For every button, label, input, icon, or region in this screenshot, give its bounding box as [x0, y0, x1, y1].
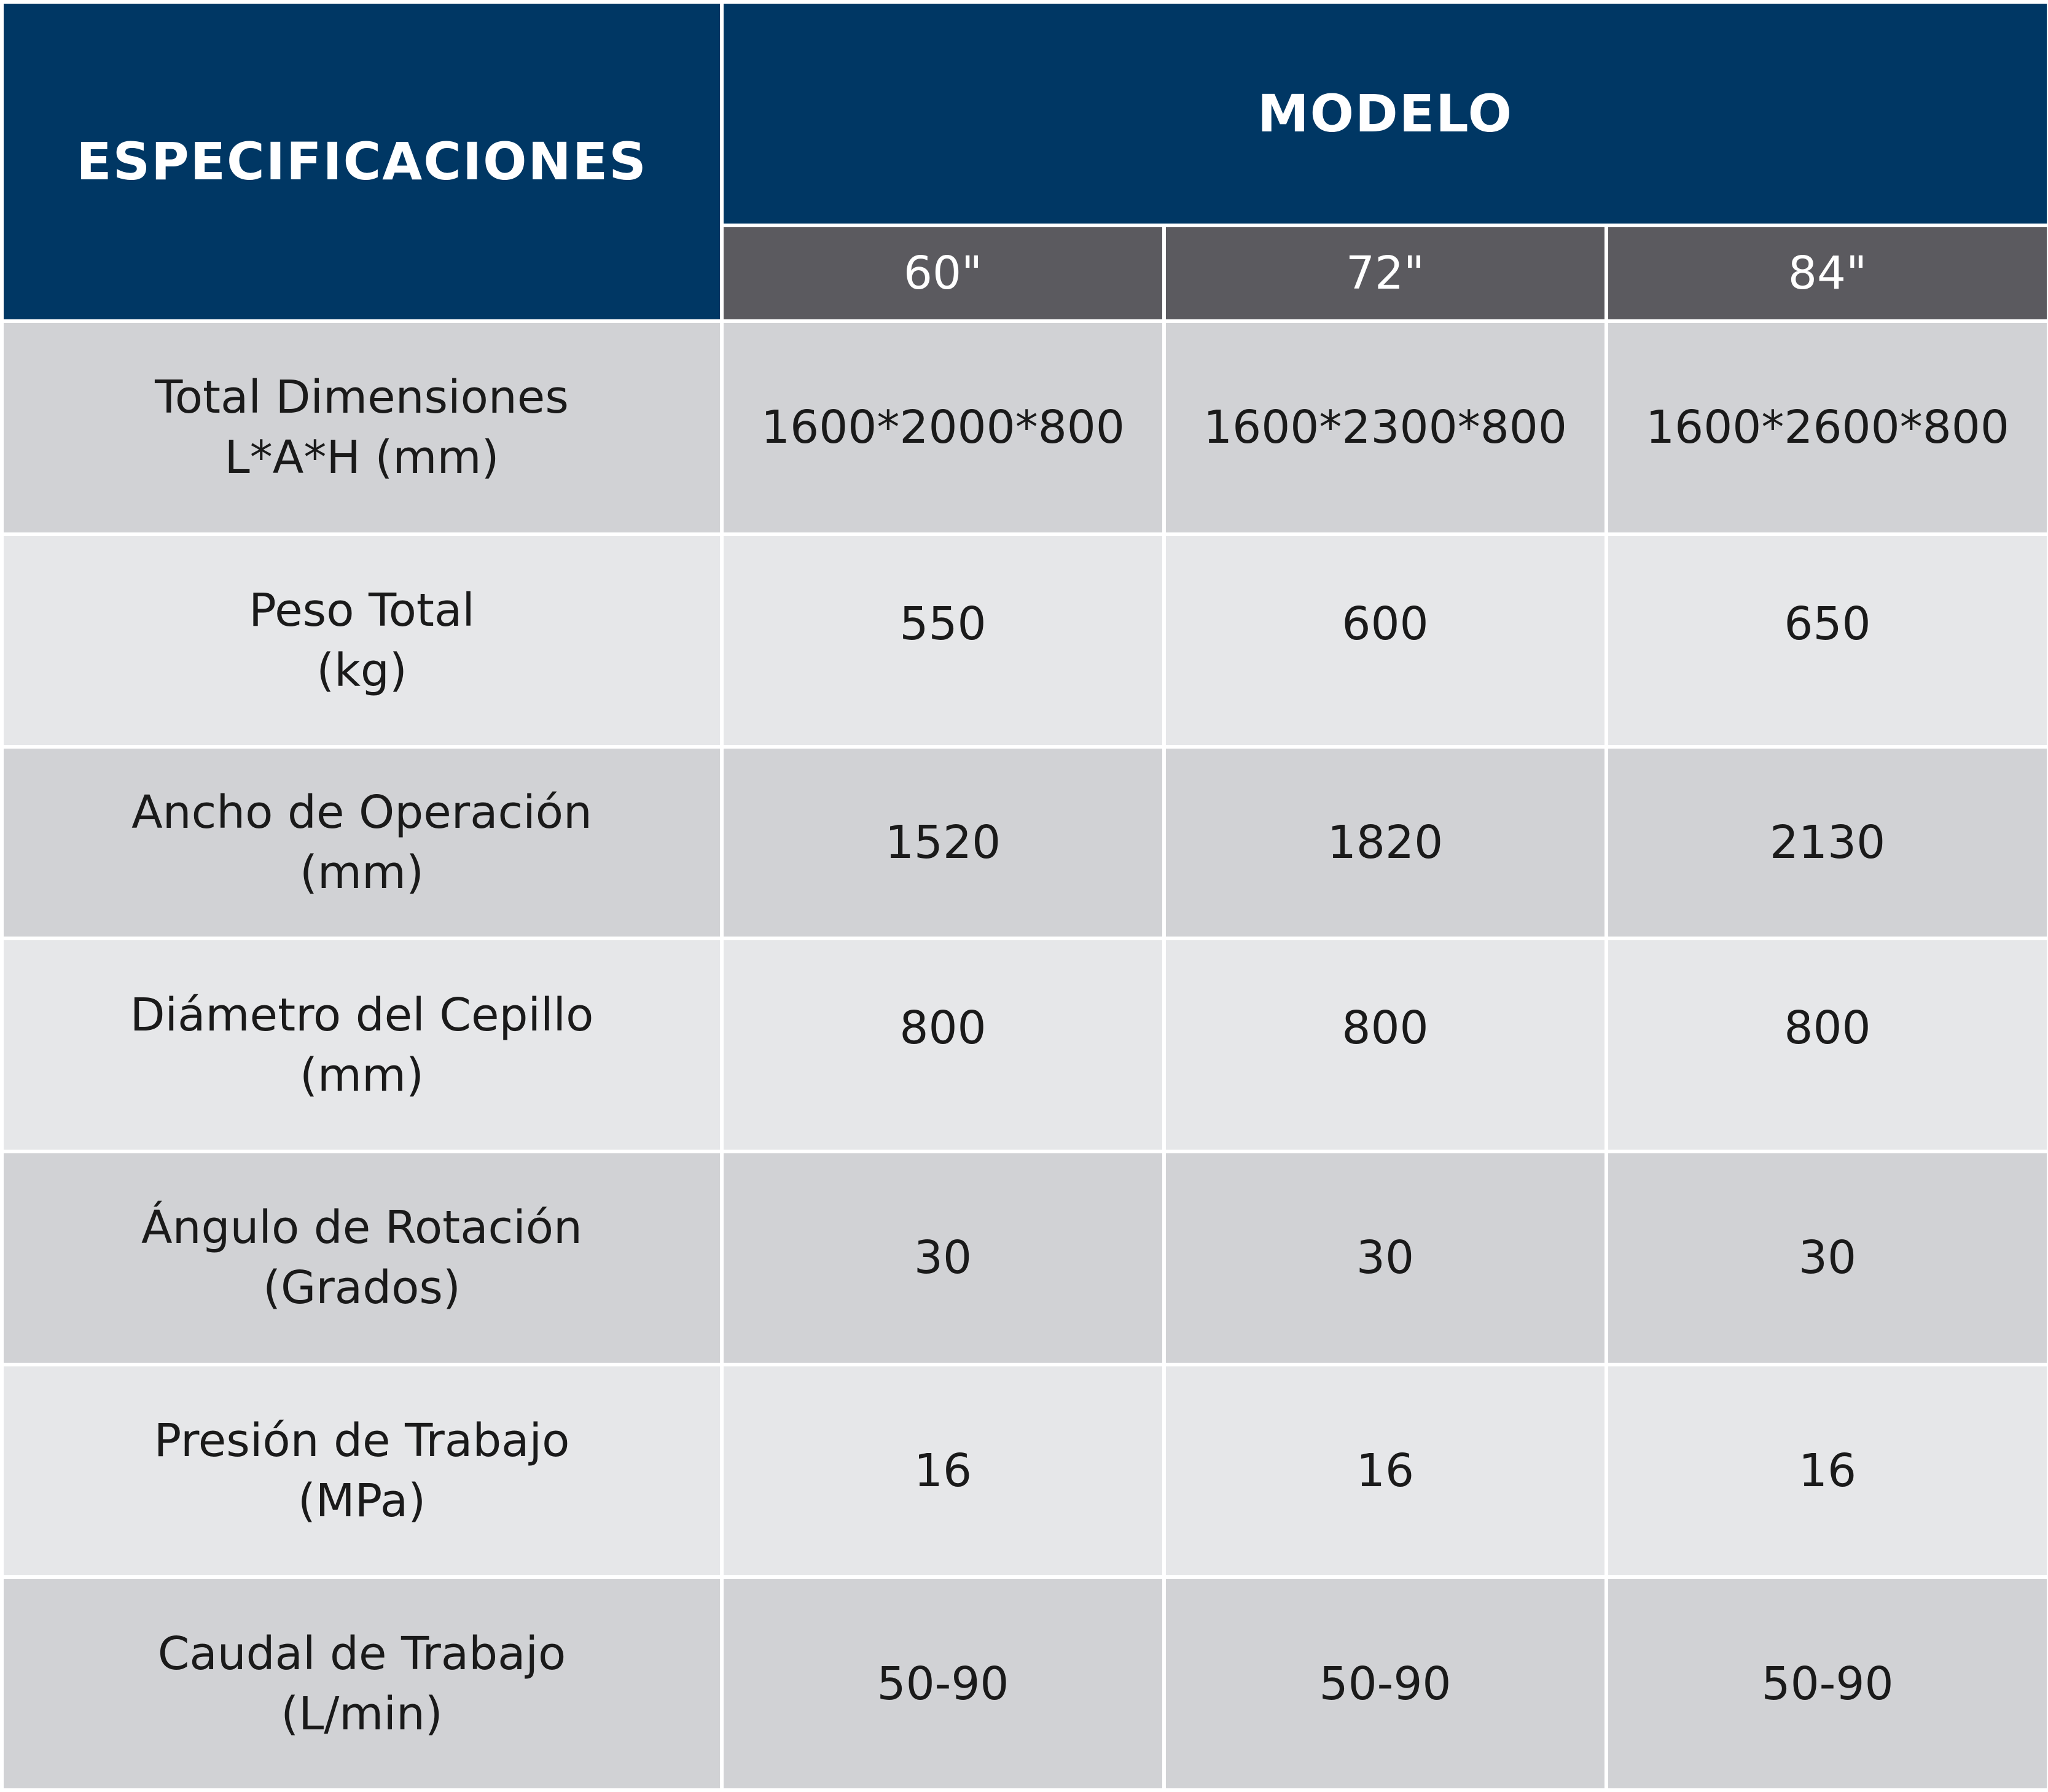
value-cell: 50-90 [1162, 1575, 1608, 1792]
value-cell: 800 [1162, 937, 1608, 1154]
model-84-header: 84" [1604, 224, 2048, 323]
spec-label-line: Caudal de Trabajo [157, 1627, 566, 1680]
spec-label-line: Total Dimensiones [155, 371, 569, 424]
table-row: Caudal de Trabajo (L/min) 50-90 50-90 50… [0, 1575, 2048, 1792]
value-cell: 1600*2600*800 [1604, 319, 2048, 536]
value-cell: 16 [720, 1362, 1166, 1580]
value-cell: 50-90 [1604, 1575, 2048, 1792]
value-cell: 800 [720, 937, 1166, 1154]
spec-label-rotation-angle: Ángulo de Rotación (Grados) [0, 1150, 724, 1366]
value-cell: 30 [720, 1150, 1166, 1366]
spec-label-brush-diameter: Diámetro del Cepillo (mm) [0, 937, 724, 1154]
table-row: Ángulo de Rotación (Grados) 30 30 30 [0, 1150, 2048, 1366]
value-cell: 1600*2000*800 [720, 319, 1166, 536]
value-cell: 30 [1604, 1150, 2048, 1366]
spec-label-total-dimensions: Total Dimensiones L*A*H (mm) [0, 319, 724, 536]
spec-label-unit: (kg) [316, 644, 407, 697]
spec-label-unit: L*A*H (mm) [224, 431, 499, 485]
model-header: MODELO [719, 0, 2048, 227]
value-cell: 30 [1162, 1150, 1608, 1366]
spec-label-line: Presión de Trabajo [154, 1414, 570, 1467]
model-60-header: 60" [720, 224, 1166, 323]
spec-label-line: Ancho de Operación [131, 786, 592, 840]
value-cell: 1520 [720, 745, 1166, 941]
spec-label-operating-width: Ancho de Operación (mm) [0, 745, 724, 941]
value-cell: 16 [1162, 1362, 1608, 1580]
spec-label-working-flow: Caudal de Trabajo (L/min) [0, 1575, 724, 1792]
spec-label-line: Diámetro del Cepillo [130, 988, 594, 1042]
table-row: Diámetro del Cepillo (mm) 800 800 800 [0, 937, 2048, 1154]
value-cell: 2130 [1604, 745, 2048, 941]
table-row: Peso Total (kg) 550 600 650 [0, 532, 2048, 749]
value-cell: 1820 [1162, 745, 1608, 941]
spec-label-unit: (MPa) [297, 1474, 426, 1527]
spec-label-unit: (L/min) [281, 1687, 443, 1740]
value-cell: 50-90 [720, 1575, 1166, 1792]
spec-label-line: Ángulo de Rotación [141, 1201, 582, 1255]
table-row: Ancho de Operación (mm) 1520 1820 2130 [0, 745, 2048, 941]
value-cell: 600 [1162, 532, 1608, 749]
value-cell: 16 [1604, 1362, 2048, 1580]
spec-label-line: Peso Total [249, 583, 475, 637]
value-cell: 800 [1604, 937, 2048, 1154]
spec-label-unit: (Grados) [263, 1261, 461, 1315]
table-row: Presión de Trabajo (MPa) 16 16 16 [0, 1362, 2048, 1580]
spec-label-working-pressure: Presión de Trabajo (MPa) [0, 1362, 724, 1580]
value-cell: 1600*2300*800 [1162, 319, 1608, 536]
spec-label-unit: (mm) [300, 1048, 424, 1102]
specifications-header: ESPECIFICACIONES [0, 0, 724, 323]
value-cell: 650 [1604, 532, 2048, 749]
spec-label-unit: (mm) [300, 846, 424, 900]
model-72-header: 72" [1162, 224, 1608, 323]
value-cell: 550 [720, 532, 1166, 749]
table-row: Total Dimensiones L*A*H (mm) 1600*2000*8… [0, 319, 2048, 536]
spec-label-total-weight: Peso Total (kg) [0, 532, 724, 749]
